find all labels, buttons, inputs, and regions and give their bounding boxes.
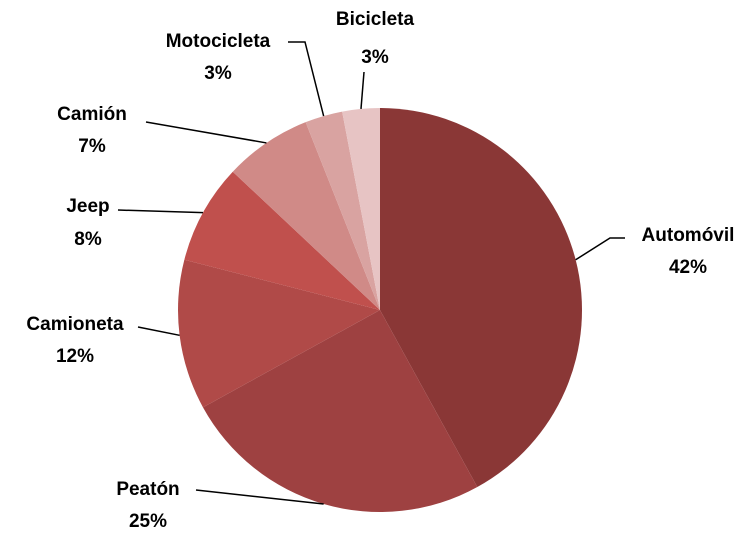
leader-line xyxy=(195,489,324,505)
slice-label: Camioneta xyxy=(26,314,124,335)
pie-slice xyxy=(342,108,380,310)
slice-value: 3% xyxy=(204,63,232,84)
slice-label: Automóvil xyxy=(642,225,735,246)
pie-slice xyxy=(232,122,380,310)
pie-slice xyxy=(380,108,583,488)
leader-line xyxy=(145,121,267,144)
slice-label: Camión xyxy=(57,104,127,125)
slice-value: 3% xyxy=(361,47,389,68)
pie-slice xyxy=(305,111,380,310)
slice-label: Bicicleta xyxy=(336,9,415,30)
slice-label: Peatón xyxy=(116,479,179,500)
slice-label: Jeep xyxy=(66,196,109,217)
slice-value: 42% xyxy=(669,257,707,278)
slice-value: 12% xyxy=(56,346,94,367)
leader-line xyxy=(360,71,365,109)
leader-line xyxy=(288,41,325,117)
slice-label: Motocicleta xyxy=(166,31,271,52)
pie-slice xyxy=(178,259,380,408)
leader-line xyxy=(117,209,204,214)
slice-value: 8% xyxy=(74,229,102,250)
slice-value: 25% xyxy=(129,511,167,532)
leader-line xyxy=(575,237,625,261)
slice-value: 7% xyxy=(78,136,106,157)
pie-slice xyxy=(202,310,478,512)
leader-line xyxy=(137,326,180,337)
pie-slice xyxy=(184,171,380,310)
